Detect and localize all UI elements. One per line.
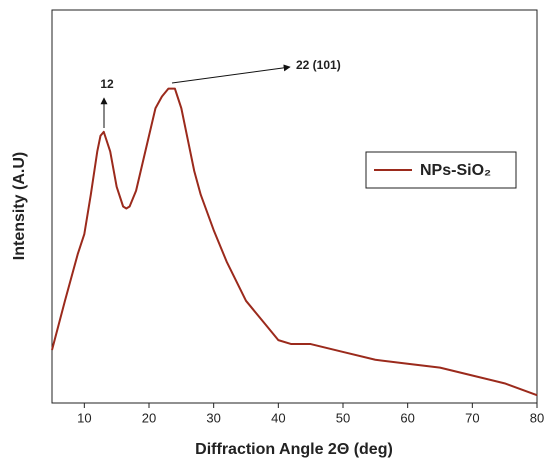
- x-tick-label: 80: [530, 410, 544, 425]
- x-tick-label: 70: [465, 410, 479, 425]
- annotation-arrow: [171, 64, 291, 84]
- x-tick-label: 30: [206, 410, 220, 425]
- x-tick-label: 20: [142, 410, 156, 425]
- annotation: 12: [100, 77, 114, 91]
- legend: [365, 151, 517, 189]
- legend-label: NPs-SiO₂: [420, 162, 491, 179]
- plot-frame: [51, 9, 538, 404]
- x-tick-label: 60: [400, 410, 414, 425]
- data-line: [51, 87, 538, 397]
- annotation: 22 (101): [296, 58, 341, 72]
- y-axis-label: Intensity (A.U): [11, 152, 28, 260]
- x-tick-label: 10: [77, 410, 91, 425]
- x-tick-label: 50: [336, 410, 350, 425]
- x-axis-label: Diffraction Angle 2Θ (deg): [195, 441, 393, 458]
- x-tick-label: 40: [271, 410, 285, 425]
